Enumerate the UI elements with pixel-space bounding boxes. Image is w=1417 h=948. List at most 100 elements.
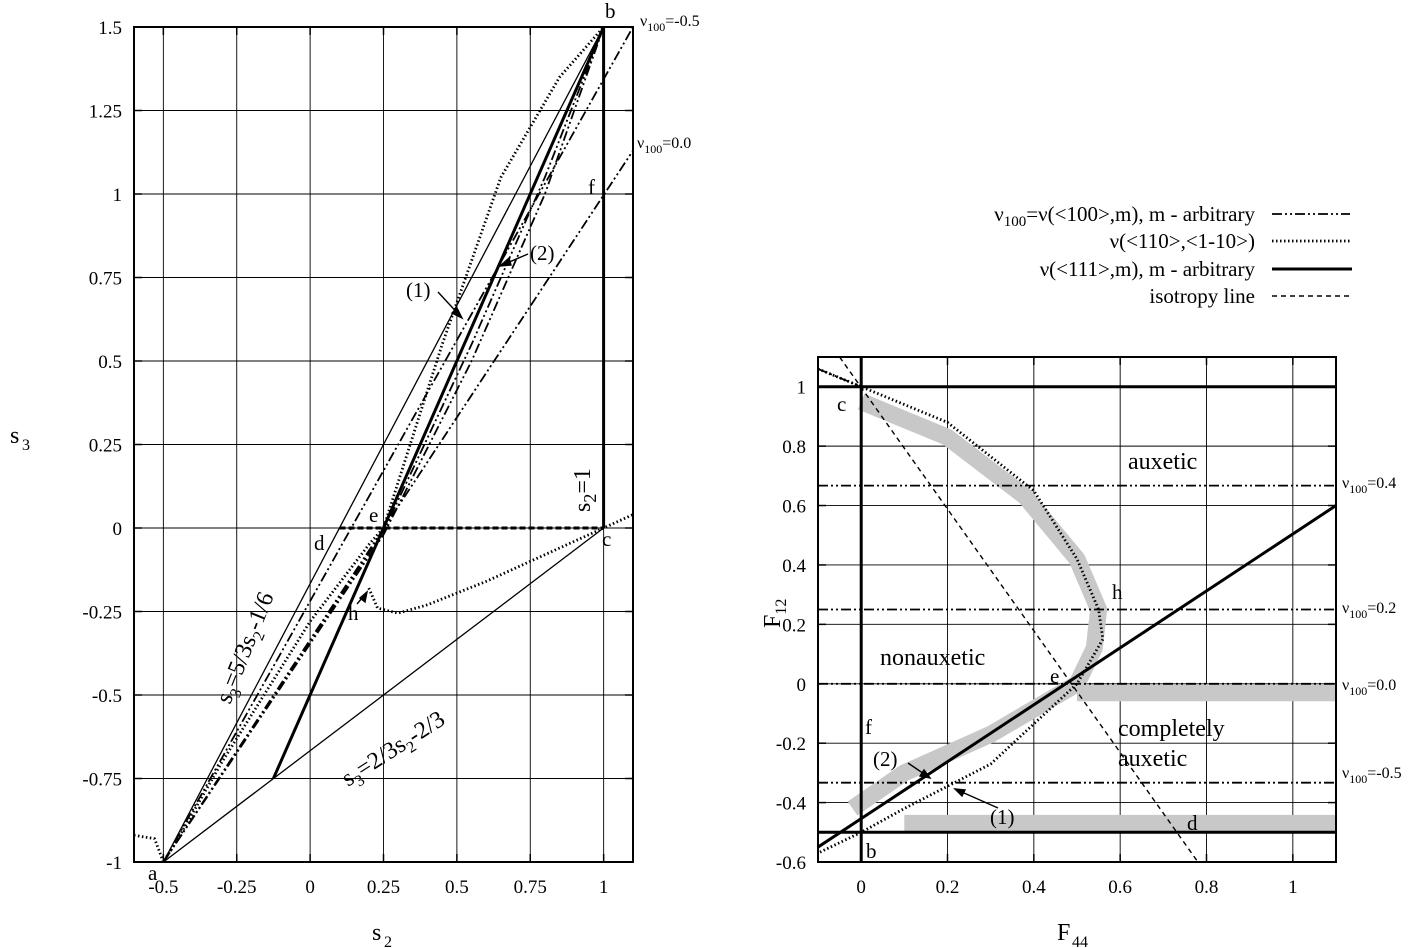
label-eq-upper: s3=5/3s2-1/6 — [211, 589, 283, 709]
right-ticks: 0 0.2 0.4 0.6 0.8 1 -0.6 -0.4 -0.2 0 0.2 0.4 0.6 0.8 1 — [776, 357, 1336, 898]
L-ytick-label: 1.25 — [89, 102, 122, 123]
label-d: d — [314, 531, 325, 555]
right-arrows — [907, 762, 999, 809]
right-xlabel-sub: 44 — [1072, 934, 1088, 948]
R-series-10 — [818, 367, 1105, 855]
label-s2-equals-1: s2=1 — [570, 468, 600, 512]
right-shaded-bands — [847, 393, 1336, 832]
L-xtick-label: 0.25 — [367, 877, 400, 898]
L-series-1 — [163, 527, 604, 862]
r-label-nu-02: ν100=0.2 — [1342, 600, 1396, 621]
R-ytick-label: 0 — [797, 675, 807, 696]
r-label-nu-00: ν100=0.0 — [1342, 677, 1396, 698]
R-xtick-label: 0.2 — [936, 877, 960, 898]
r-label-c: c — [837, 392, 846, 416]
arrow-h-head — [358, 590, 369, 604]
right-ylabel-group: F12 — [760, 599, 790, 628]
label-completely: completely — [1118, 716, 1225, 742]
L-ytick-label: 1 — [113, 185, 123, 206]
L-xtick-label: 0.75 — [514, 877, 547, 898]
left-ylabel-group: s 3 — [10, 423, 30, 454]
L-series-8 — [162, 27, 605, 862]
r-label-d: d — [1187, 811, 1198, 835]
L-ytick-label: -0.75 — [82, 770, 122, 791]
r-label-nu-04: ν100=0.4 — [1342, 475, 1396, 496]
L-ytick-label: -0.5 — [92, 686, 122, 707]
right-ylabel-base: F12 — [760, 599, 790, 628]
left-xlabel-sub: 2 — [384, 934, 392, 948]
R-xtick-label: 0 — [856, 877, 866, 898]
L-xtick-label: 0.5 — [445, 877, 469, 898]
label-c: c — [602, 527, 611, 551]
label-2: (2) — [530, 241, 555, 265]
right-xlabel-group: F 44 — [1057, 920, 1088, 948]
svg-text:ν100=-0.5: ν100=-0.5 — [640, 13, 700, 34]
r-label-f: f — [865, 715, 872, 739]
L-xtick-label: -0.5 — [148, 877, 178, 898]
legend-label-1: ν100=ν(<100>,m), m - arbitrary — [994, 202, 1255, 230]
L-ytick-label: 0.5 — [98, 352, 122, 373]
r-label-2: (2) — [873, 747, 898, 771]
L-ytick-label: -0.25 — [82, 603, 122, 624]
label-nu-minus05-left: ν100=-0.5 — [640, 13, 700, 34]
left-curves — [134, 27, 633, 862]
legend-label-4: isotropy line — [1149, 284, 1255, 308]
r-arrow-1-head — [953, 788, 967, 798]
left-xlabel-group: s 2 — [372, 920, 392, 948]
R-xtick-label: 0.8 — [1195, 877, 1219, 898]
legend-entry-3: ν(<111>,m), m - arbitrary — [1040, 257, 1352, 281]
L-series-0 — [162, 27, 605, 862]
label-auxetic-2: auxetic — [1118, 746, 1187, 772]
left-ticks: -0.5 -0.25 0 0.25 0.5 0.75 1 -1 -0.75 -0.5 -0.25 0 0… — [82, 18, 633, 898]
label-f: f — [588, 175, 595, 199]
left-ylabel-base: s — [10, 423, 19, 449]
L-xtick-label: 1 — [599, 877, 609, 898]
legend-entry-2: ν(<110>,<1-10>) — [1110, 229, 1350, 253]
R-series-3 — [818, 504, 1336, 849]
R-ytick-label: 0.8 — [782, 437, 806, 458]
right-curves — [818, 357, 1336, 862]
R-ytick-label: 0.4 — [782, 556, 806, 577]
R-xtick-label: 0.6 — [1108, 877, 1132, 898]
R-xtick-label: 0.4 — [1022, 877, 1046, 898]
legend: ν100=ν(<100>,m), m - arbitrary ν(<110>,<… — [994, 202, 1352, 308]
label-nu-0-left: ν100=0.0 — [637, 135, 691, 156]
label-auxetic: auxetic — [1128, 449, 1197, 475]
legend-entry-1: ν100=ν(<100>,m), m - arbitrary — [994, 202, 1350, 230]
right-xlabel-base: F — [1057, 920, 1070, 946]
left-arrows — [356, 253, 529, 605]
L-series-3 — [272, 27, 605, 780]
svg-text:s3=5/3s2-1/6: s3=5/3s2-1/6 — [211, 589, 283, 709]
arrow-2-head — [497, 256, 512, 267]
label-e: e — [369, 503, 378, 527]
label-eq-lower: s3=2/3s2-2/3 — [337, 706, 452, 795]
L-ytick-label: 1.5 — [98, 18, 122, 39]
L-ytick-label: 0.75 — [89, 269, 122, 290]
r-label-e: e — [1050, 664, 1059, 688]
R-series-4 — [839, 357, 1199, 862]
arrow-1-head — [450, 306, 464, 320]
svg-text:s3=2/3s2-2/3: s3=2/3s2-2/3 — [337, 706, 452, 795]
label-h: h — [348, 601, 359, 625]
R-ytick-label: -0.4 — [776, 794, 807, 815]
label-1: (1) — [406, 278, 431, 302]
L-series-5 — [162, 27, 633, 862]
L-ytick-label: 0 — [113, 519, 123, 540]
L-ytick-label: -1 — [106, 853, 122, 874]
L-xtick-label: -0.25 — [217, 877, 257, 898]
r-label-1: (1) — [990, 805, 1015, 829]
r-label-h: h — [1112, 580, 1123, 604]
r-label-b: b — [866, 839, 877, 863]
R-ytick-label: -0.2 — [776, 734, 806, 755]
R-shaded-band-0 — [857, 393, 1108, 688]
R-series-9 — [818, 368, 862, 388]
left-xlabel-base: s — [372, 920, 381, 946]
legend-label-3: ν(<111>,m), m - arbitrary — [1040, 257, 1256, 281]
right-plot: 0 0.2 0.4 0.6 0.8 1 -0.6 -0.4 -0.2 0 0.2 0.4 0.6 0.8 1… — [760, 356, 1402, 948]
label-a: a — [148, 861, 158, 885]
L-series-7 — [162, 27, 605, 862]
left-ylabel-sub: 3 — [22, 437, 30, 454]
R-ytick-label: 0.2 — [782, 615, 806, 636]
R-ytick-label: -0.6 — [776, 853, 806, 874]
